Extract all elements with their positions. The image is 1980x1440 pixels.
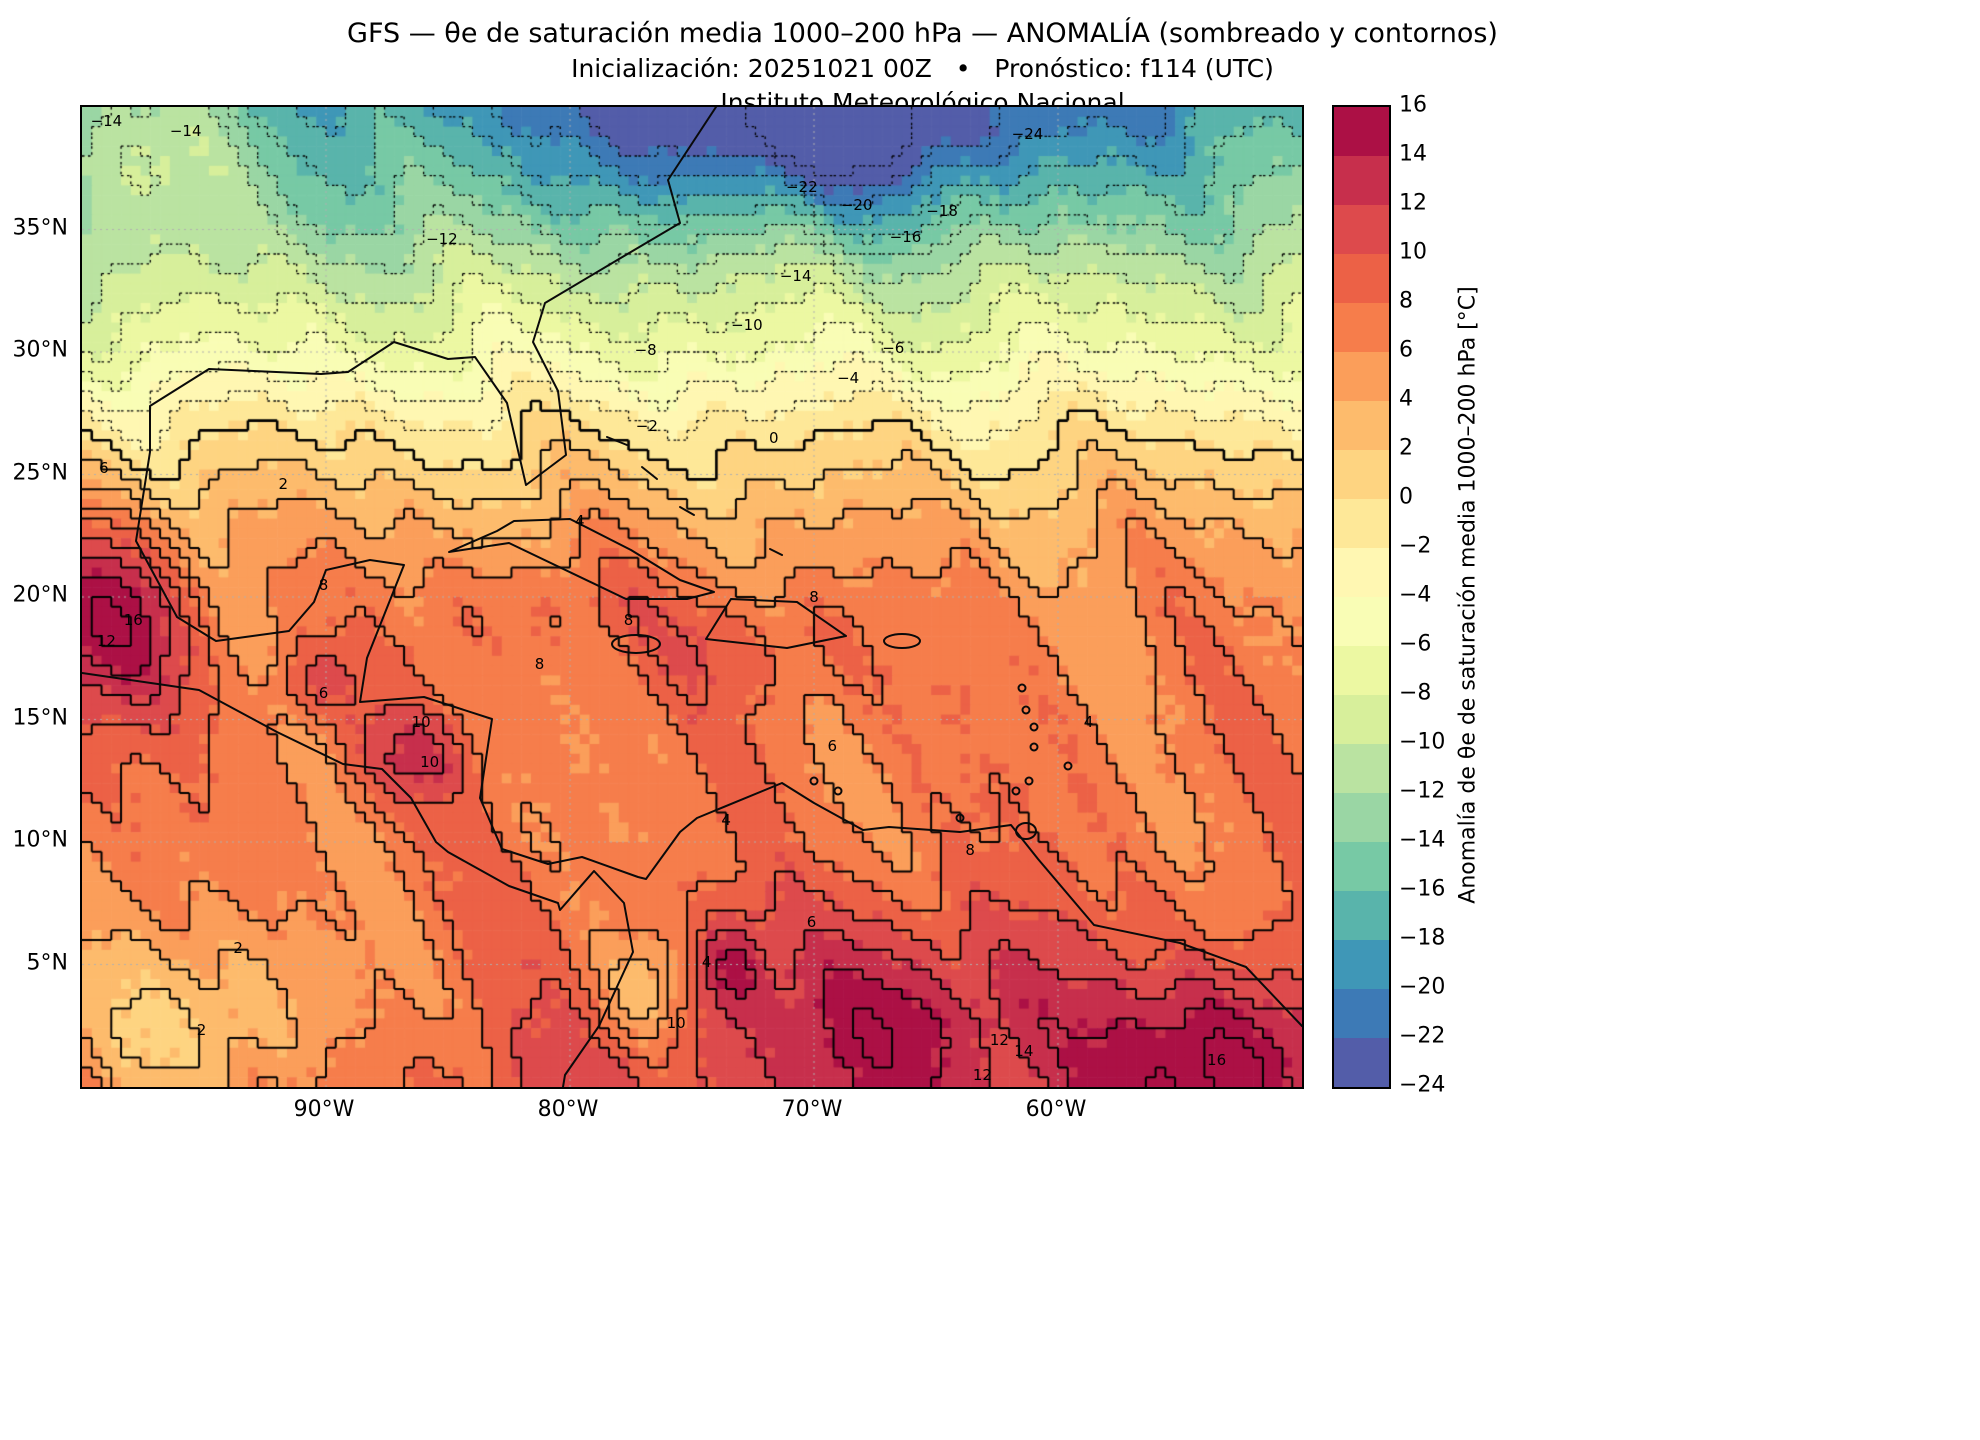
colorbar-tick-label: −12 [1399,778,1446,804]
colorbar-segment [1334,744,1389,793]
colorbar-tick-label: 14 [1399,141,1427,167]
colorbar-tick-label: −2 [1399,533,1432,559]
colorbar-tick-label: −22 [1399,1023,1446,1049]
colorbar-segment [1334,156,1389,205]
colorbar-segment [1334,695,1389,744]
colorbar-segment [1334,450,1389,499]
colorbar-segment [1334,107,1389,156]
map-panel: −14 −14 −24 −22 −20 −18 −16 −12 −14 −10 −8 −6 −4 −2 0 2… [80,105,1304,1089]
colorbar-tick-label: 0 [1399,484,1413,510]
colorbar-segment [1334,401,1389,450]
colorbar-tick-label: 2 [1399,435,1413,461]
colorbar-tick-label: −6 [1399,631,1432,657]
colorbar-tick-label: −14 [1399,827,1446,853]
colorbar-tick-label: −18 [1399,925,1446,951]
y-axis-tick-label: 35°N [12,215,68,240]
colorbar-segment [1334,989,1389,1038]
colorbar-tick-label: 10 [1399,239,1427,265]
chart-subtitle: Inicialización: 20251021 00Z • Pronóstic… [571,54,1274,83]
colorbar-tick-label: −8 [1399,680,1432,706]
colorbar-segment [1334,597,1389,646]
chart-title: GFS — θe de saturación media 1000–200 hP… [347,18,1498,49]
colorbar-tick-label: −20 [1399,974,1446,1000]
colorbar-tick-label: 8 [1399,288,1413,314]
x-axis-tick-label: 60°W [1025,1097,1087,1122]
colorbar-segment [1334,646,1389,695]
colorbar [1332,105,1391,1089]
x-axis-tick-label: 80°W [537,1097,599,1122]
colorbar-segment [1334,499,1389,548]
colorbar-segment [1334,793,1389,842]
y-axis-tick-label: 15°N [12,705,68,730]
colorbar-segment [1334,303,1389,352]
colorbar-tick-label: −10 [1399,729,1446,755]
x-axis-tick-label: 70°W [781,1097,843,1122]
colorbar-segment [1334,352,1389,401]
colorbar-tick-label: −16 [1399,876,1446,902]
colorbar-segment [1334,940,1389,989]
colorbar-tick-label: −4 [1399,582,1432,608]
colorbar-tick-label: 6 [1399,337,1413,363]
colorbar-segment [1334,205,1389,254]
x-axis-tick-label: 90°W [293,1097,355,1122]
y-axis-tick-label: 5°N [26,950,68,975]
colorbar-tick-label: 16 [1399,92,1427,118]
anomaly-field-canvas [82,107,1302,1087]
colorbar-segment [1334,842,1389,891]
colorbar-axis-label: Anomalía de θe de saturación media 1000–… [1455,286,1481,904]
y-axis-tick-label: 30°N [12,337,68,363]
y-axis-tick-label: 25°N [12,460,68,485]
y-axis-tick-label: 10°N [12,827,68,853]
y-axis-tick-label: 20°N [12,582,68,608]
colorbar-segment [1334,254,1389,303]
colorbar-tick-label: −24 [1399,1072,1446,1098]
colorbar-tick-label: 4 [1399,386,1413,412]
colorbar-segment [1334,1038,1389,1087]
colorbar-segment [1334,891,1389,940]
colorbar-tick-label: 12 [1399,190,1427,216]
colorbar-segment [1334,548,1389,597]
